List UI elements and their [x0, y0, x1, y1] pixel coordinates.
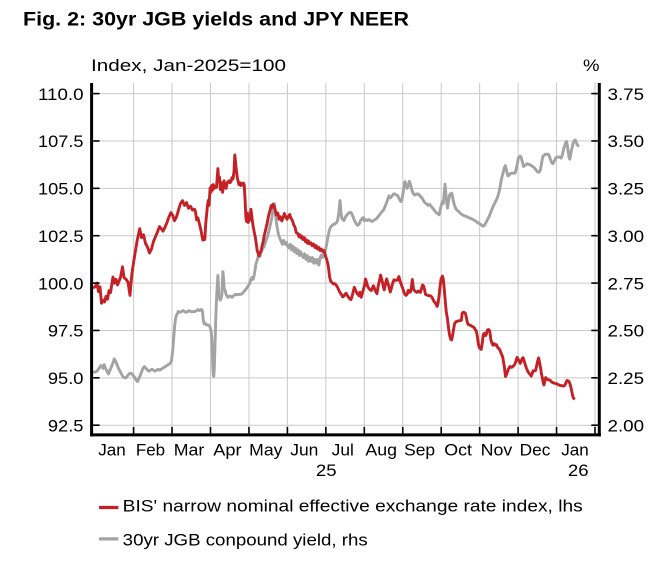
- svg-text:Jul: Jul: [332, 442, 354, 460]
- svg-text:Feb: Feb: [136, 442, 165, 460]
- svg-text:May: May: [249, 442, 283, 460]
- svg-text:Dec: Dec: [520, 442, 551, 460]
- svg-text:107.5: 107.5: [38, 133, 84, 151]
- svg-text:Mar: Mar: [174, 442, 205, 460]
- svg-text:3.75: 3.75: [608, 86, 645, 104]
- svg-text:Jun: Jun: [290, 442, 318, 460]
- svg-text:Sep: Sep: [404, 442, 435, 460]
- svg-text:97.5: 97.5: [48, 323, 84, 341]
- svg-text:30yr JGB conpound yield, rhs: 30yr JGB conpound yield, rhs: [123, 531, 368, 549]
- svg-text:95.0: 95.0: [48, 370, 84, 388]
- svg-text:110.0: 110.0: [38, 86, 84, 104]
- svg-text:100.0: 100.0: [38, 275, 84, 293]
- svg-text:BIS' narrow nominal effective: BIS' narrow nominal effective exchange r…: [123, 497, 583, 515]
- svg-text:Jan: Jan: [98, 442, 126, 460]
- svg-text:Apr: Apr: [213, 442, 242, 460]
- svg-text:2.75: 2.75: [608, 275, 645, 293]
- svg-text:Nov: Nov: [481, 442, 514, 460]
- svg-text:Aug: Aug: [365, 442, 397, 460]
- svg-text:3.25: 3.25: [608, 181, 645, 199]
- svg-text:%: %: [583, 57, 600, 75]
- svg-text:2.00: 2.00: [608, 417, 645, 435]
- svg-text:26: 26: [568, 462, 589, 480]
- svg-text:Jan: Jan: [561, 442, 589, 460]
- svg-text:2.25: 2.25: [608, 370, 645, 388]
- svg-text:Index, Jan-2025=100: Index, Jan-2025=100: [91, 57, 286, 75]
- svg-text:102.5: 102.5: [38, 228, 84, 246]
- svg-text:25: 25: [316, 462, 337, 480]
- svg-text:Fig. 2: 30yr JGB yields and JP: Fig. 2: 30yr JGB yields and JPY NEER: [23, 8, 409, 30]
- svg-text:2.50: 2.50: [608, 323, 645, 341]
- svg-text:3.00: 3.00: [608, 228, 645, 246]
- svg-text:Oct: Oct: [444, 442, 472, 460]
- svg-text:3.50: 3.50: [608, 133, 645, 151]
- svg-text:105.0: 105.0: [38, 181, 84, 199]
- svg-text:92.5: 92.5: [48, 417, 84, 435]
